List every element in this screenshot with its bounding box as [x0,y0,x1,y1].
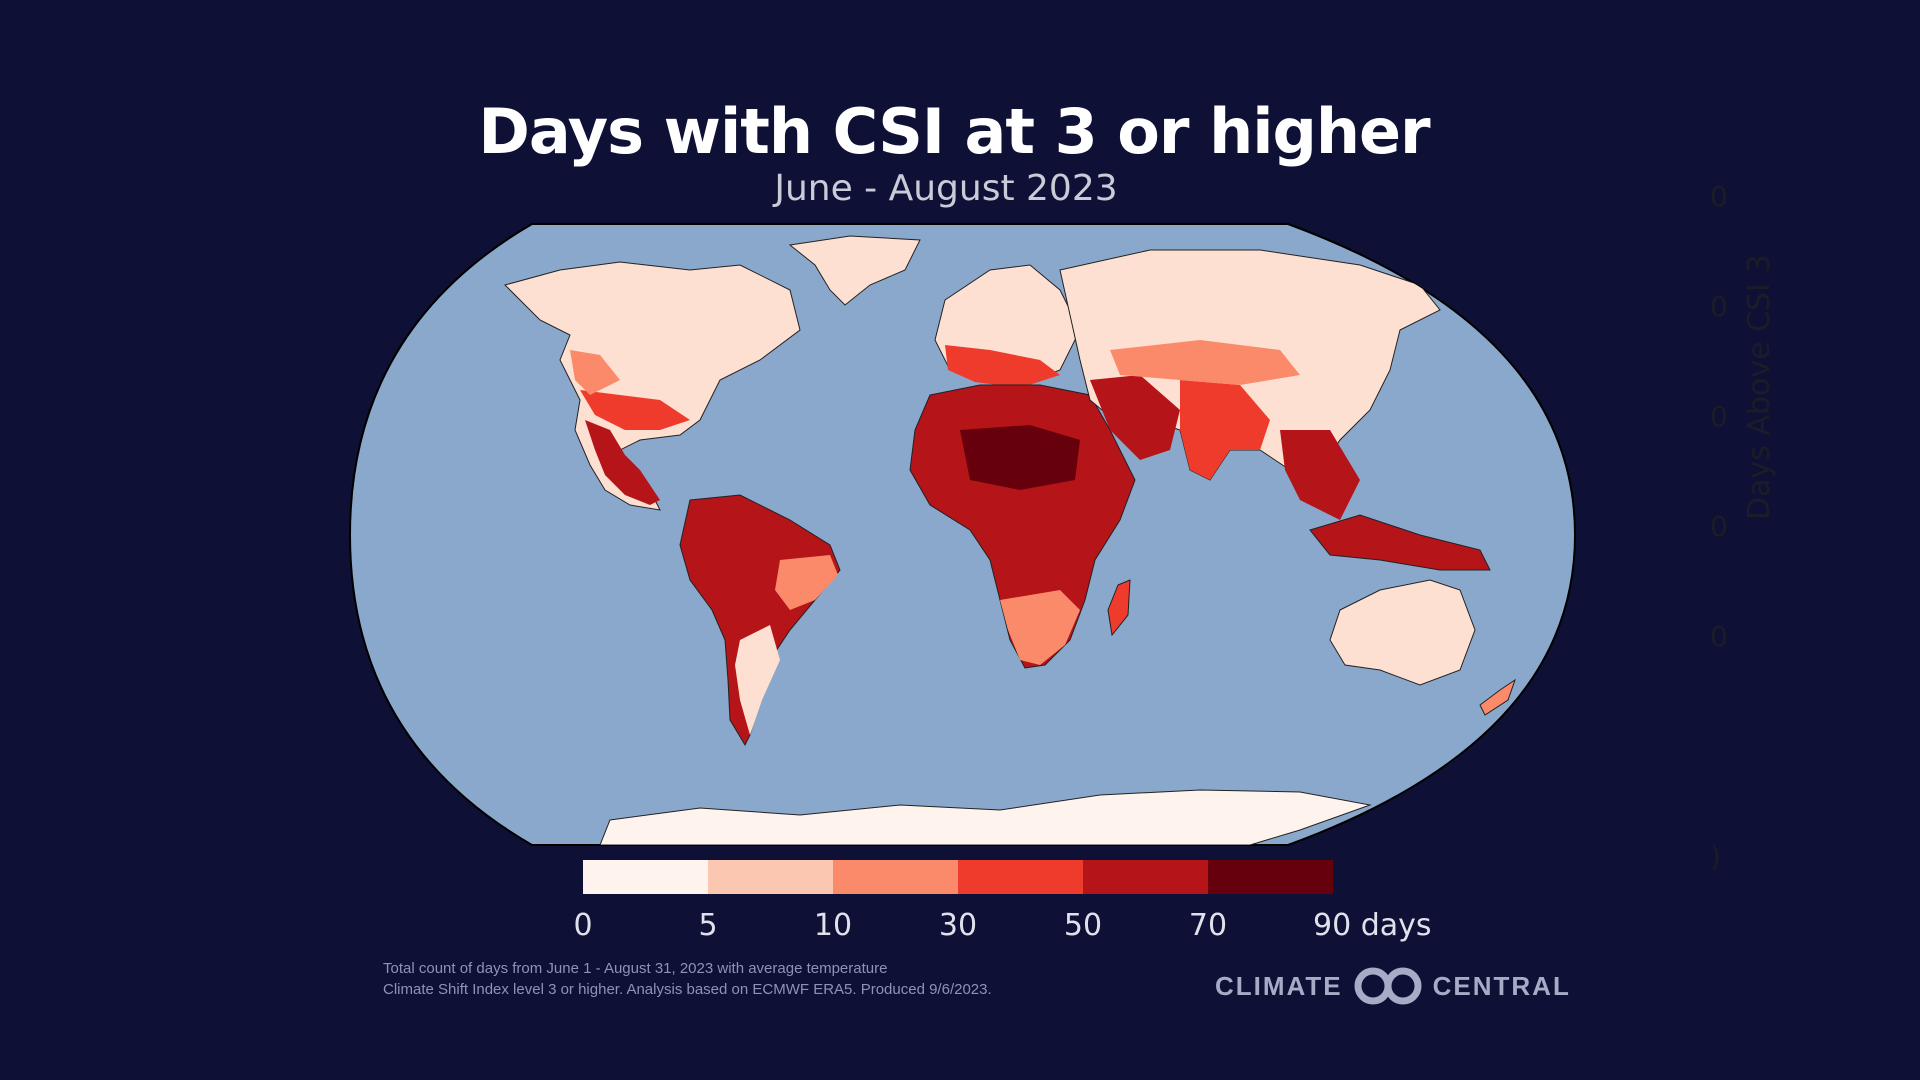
legend-swatch-4 [1083,860,1208,894]
legend-swatch-1 [708,860,833,894]
southern-africa [1000,590,1080,665]
madagascar [1107,579,1131,637]
ghost-tick: ) [1710,840,1721,873]
footnote: Total count of days from June 1 - August… [383,958,992,1000]
legend-tick: 5 [698,908,718,943]
ghost-tick: 0 [1710,400,1728,433]
southeast-asia-heat [1280,430,1360,520]
legend-tick: 50 [1063,908,1103,943]
middle-east-heat [1090,375,1180,460]
brand-left-text: CLIMATE [1215,970,1343,1001]
ghost-tick: 0 [1710,290,1728,323]
sahara-core [960,425,1080,490]
map-title: Days with CSI at 3 or higher [478,95,1430,168]
legend-tick: 10 [813,908,853,943]
south-america-south [735,625,780,735]
ghost-tick: 0 [1710,180,1728,213]
land-masses [504,235,1516,845]
europe-south-heat [945,345,1060,388]
us-west-heat [570,350,620,395]
legend-swatch-0 [583,860,708,894]
mexico-heat [585,420,660,505]
central-asia-heat [1110,340,1300,385]
greenland [788,235,921,306]
legend-tick: 90 days [1313,908,1432,943]
legend-tick: 30 [938,908,978,943]
ghost-colorbar-label: Days Above CSI 3 [1742,254,1777,520]
footnote-line-2: Climate Shift Index level 3 or higher. A… [383,981,992,998]
legend-swatch-2 [833,860,958,894]
climate-central-logo: CLIMATE CENTRAL [1215,966,1571,1006]
new-zealand [1479,678,1516,716]
legend-swatch-5 [1208,860,1333,894]
us-south-heat [580,390,690,430]
australia [1329,579,1476,686]
antarctica [599,789,1372,845]
ghost-colorbar-ticks: 0 0 0 0 0) [1710,180,1750,880]
indonesia [1309,514,1491,571]
legend-tick: 0 [573,908,593,943]
south-asia-heat [1180,380,1270,480]
legend-tick: 70 [1188,908,1228,943]
brand-right-text: CENTRAL [1432,970,1571,1001]
ghost-tick: 0 [1710,620,1728,653]
map-subtitle: June - August 2023 [774,168,1118,209]
brazil-east [775,555,838,610]
footnote-line-1: Total count of days from June 1 - August… [383,960,888,977]
legend-swatch-3 [958,860,1083,894]
infinity-icon [1354,967,1422,1005]
color-legend [583,860,1333,894]
ghost-tick: 0 [1710,510,1728,543]
